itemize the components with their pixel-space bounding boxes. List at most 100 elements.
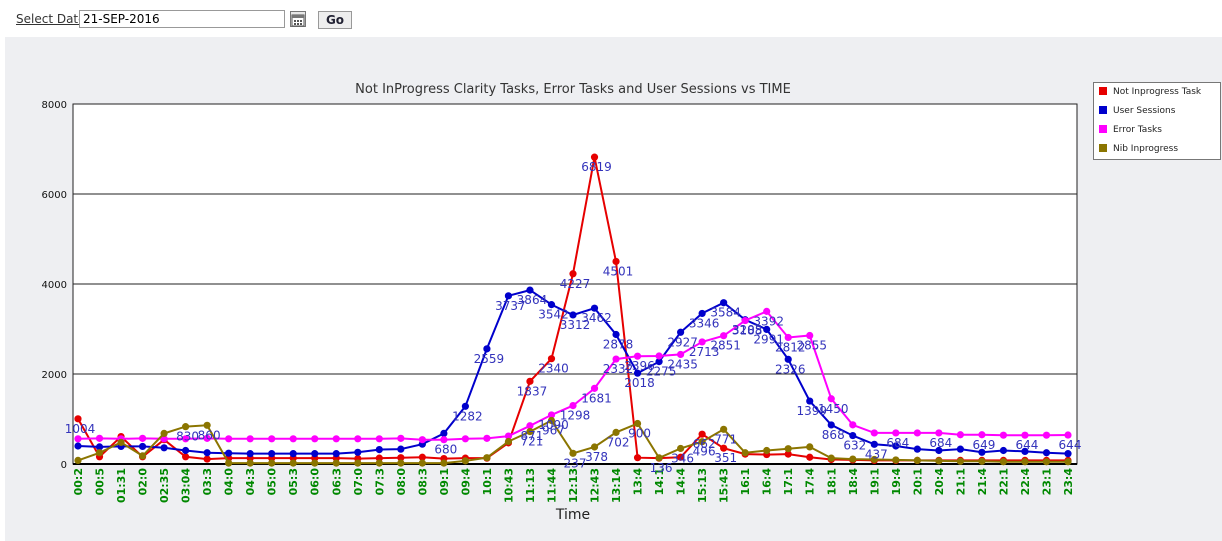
data-label: 3542 — [538, 308, 569, 322]
data-point — [526, 377, 534, 385]
x-tick-label: 05:0 — [266, 468, 279, 496]
data-point — [892, 456, 900, 464]
data-point — [504, 432, 513, 440]
legend-label: Not Inprogress Task — [1113, 87, 1202, 97]
date-input[interactable] — [79, 10, 285, 28]
data-label: 2851 — [710, 339, 741, 353]
data-point — [225, 435, 233, 443]
x-tick-label: 11:13 — [524, 468, 537, 503]
x-tick-label: 17:4 — [804, 468, 817, 496]
x-tick-label: 14:4 — [675, 468, 688, 496]
data-point — [806, 331, 814, 340]
data-point — [203, 449, 211, 457]
data-point — [784, 450, 792, 458]
data-point — [935, 457, 943, 465]
data-point — [999, 446, 1008, 455]
data-point — [569, 311, 577, 319]
date-toolbar: Select Date Go — [0, 0, 1222, 34]
legend-item-user-sessions: User Sessions — [1099, 106, 1175, 116]
x-axis: 00:2 00:5 01:31 02:0 02:35 03:04 03:3 04:0 04:3 0… — [72, 468, 1075, 503]
data-point — [440, 459, 448, 467]
y-axis: 0 2000 4000 6000 8000 — [42, 100, 67, 471]
x-tick-label: 13:14 — [610, 468, 623, 503]
calendar-icon[interactable] — [290, 11, 306, 27]
data-label: 3864 — [517, 293, 548, 307]
data-point — [203, 455, 211, 463]
data-point — [354, 435, 362, 443]
data-point — [720, 299, 728, 307]
data-point — [590, 384, 599, 392]
chart-title: Not InProgress Clarity Tasks, Error Task… — [355, 82, 791, 97]
x-tick-label: 22:1 — [997, 468, 1010, 495]
data-label: 680 — [434, 443, 457, 457]
data-label: 2018 — [624, 376, 655, 390]
data-label: 644 — [1016, 438, 1039, 452]
data-point — [182, 423, 190, 431]
data-label: 2991 — [753, 332, 784, 346]
x-tick-label: 06:3 — [330, 468, 343, 495]
x-tick-label: 18:1 — [825, 468, 838, 495]
data-label: 860 — [198, 428, 221, 442]
data-point — [504, 437, 513, 446]
data-point — [806, 453, 814, 461]
x-tick-label: 04:0 — [223, 468, 236, 496]
data-label: 4501 — [603, 264, 634, 278]
data-label: 2275 — [646, 365, 677, 379]
data-point — [354, 448, 362, 456]
data-label: 3584 — [710, 306, 741, 320]
data-label: 1004 — [65, 422, 96, 436]
data-point — [655, 358, 663, 366]
data-label: 2326 — [775, 362, 806, 376]
data-point — [483, 345, 491, 353]
data-point — [1064, 450, 1072, 458]
data-point — [160, 444, 168, 452]
data-label: 721 — [521, 435, 544, 449]
data-point — [74, 442, 82, 450]
data-label: 2713 — [689, 345, 720, 359]
data-point — [268, 459, 276, 467]
y-tick-label: 4000 — [42, 280, 67, 291]
x-tick-label: 20:1 — [911, 468, 924, 495]
x-tick-label: 21:1 — [954, 468, 967, 495]
data-point — [289, 450, 297, 458]
x-tick-label: 19:4 — [890, 468, 903, 496]
x-tick-label: 07:3 — [373, 468, 386, 495]
data-point — [397, 454, 405, 462]
x-tick-label: 00:2 — [72, 468, 85, 495]
y-tick-label: 6000 — [42, 190, 67, 201]
data-point — [612, 330, 620, 339]
data-point — [806, 397, 814, 405]
data-point — [354, 459, 362, 467]
x-tick-label: 16:4 — [761, 468, 774, 496]
select-date-label[interactable]: Select Date — [16, 12, 86, 26]
data-point — [483, 434, 491, 442]
data-point — [418, 453, 426, 461]
x-tick-label: 15:13 — [696, 468, 709, 503]
data-point — [375, 459, 383, 467]
go-button[interactable]: Go — [318, 11, 352, 29]
data-point — [569, 270, 577, 278]
data-label: 1450 — [818, 402, 849, 416]
data-point — [741, 449, 749, 457]
data-label: 378 — [585, 450, 608, 464]
x-tick-label: 11:44 — [545, 468, 558, 503]
data-label: 1681 — [581, 391, 612, 405]
x-tick-label: 23:4 — [1062, 468, 1075, 496]
data-point — [74, 415, 82, 423]
data-point — [612, 428, 620, 437]
data-point — [160, 435, 168, 443]
data-point — [397, 434, 405, 442]
data-point — [935, 429, 943, 437]
x-tick-label: 16:1 — [739, 468, 752, 495]
data-point — [698, 430, 706, 438]
data-point — [547, 411, 556, 419]
y-tick-label: 8000 — [42, 100, 67, 111]
x-tick-label: 07:0 — [352, 468, 365, 496]
x-tick-label: 02:35 — [158, 468, 171, 503]
x-tick-label: 06:0 — [309, 468, 322, 496]
data-point — [461, 435, 469, 443]
data-label: 830 — [176, 430, 199, 444]
data-point — [827, 395, 835, 403]
data-point — [246, 450, 254, 458]
